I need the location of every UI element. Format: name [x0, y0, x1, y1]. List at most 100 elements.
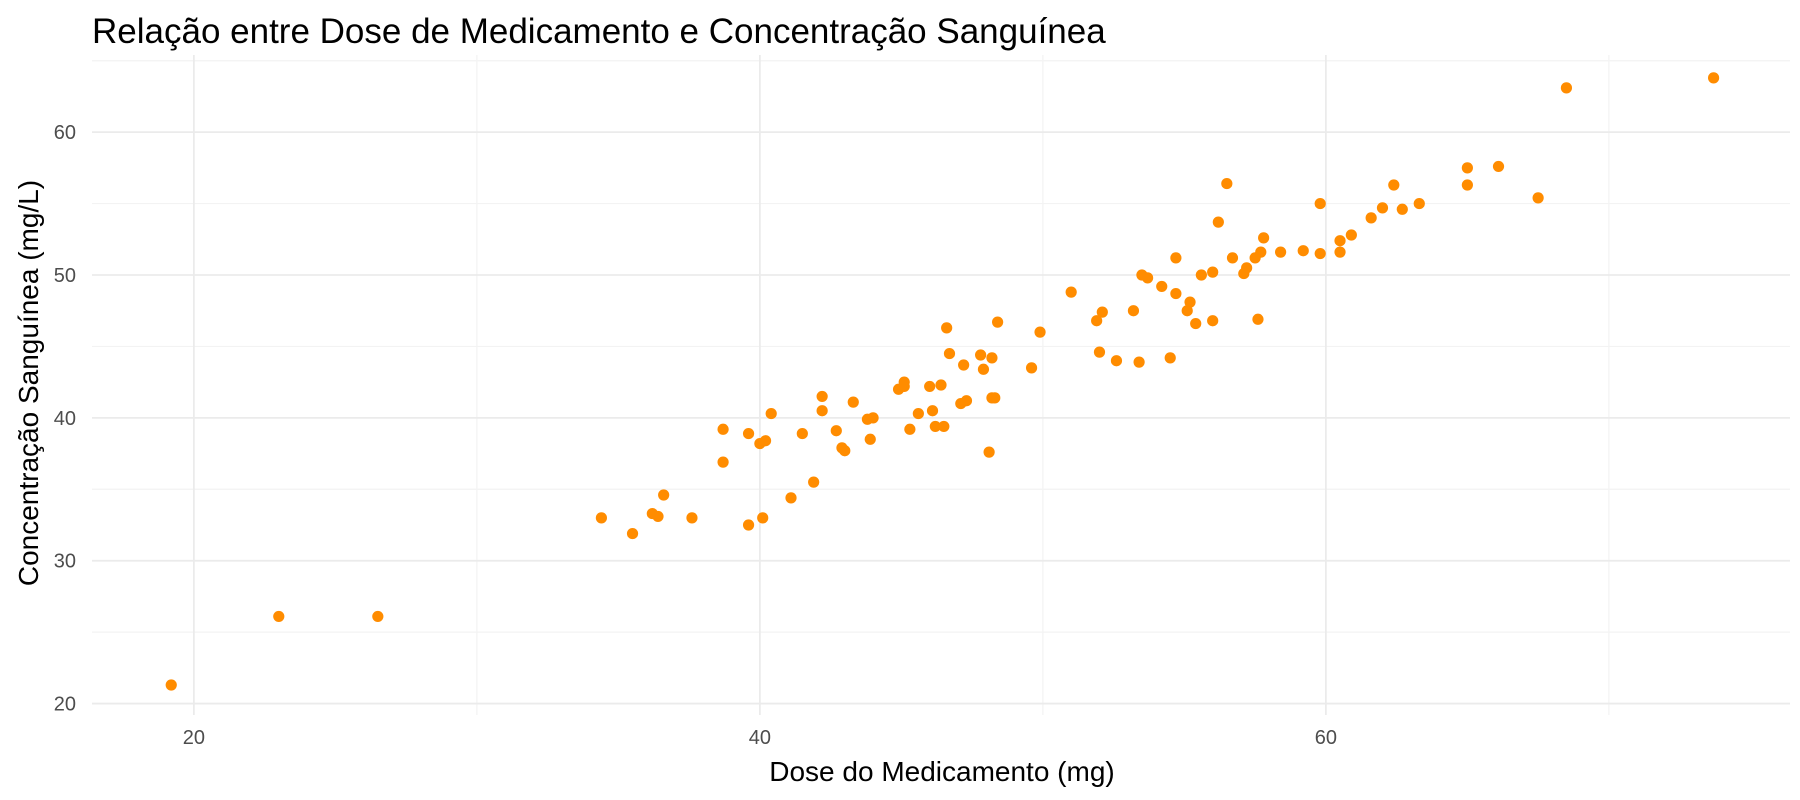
data-point: [652, 510, 664, 523]
data-point: [1314, 197, 1326, 210]
tick-label-layer: 20 40 60 20 30 40 50 60: [54, 122, 1337, 749]
data-point: [273, 610, 285, 623]
data-point: [1207, 315, 1219, 327]
data-point: [1413, 197, 1425, 210]
data-point: [759, 435, 772, 447]
data-point-layer: [165, 72, 1720, 691]
data-point: [904, 423, 916, 435]
data-point: [686, 512, 698, 524]
data-point: [1093, 346, 1106, 358]
data-point: [1190, 317, 1202, 330]
data-point: [1560, 82, 1573, 94]
data-point: [1141, 272, 1154, 284]
data-point: [742, 427, 755, 440]
data-point: [912, 407, 924, 420]
data-point: [1532, 192, 1544, 204]
data-point: [1334, 246, 1346, 258]
data-point: [929, 420, 941, 433]
y-tick-label: 50: [54, 265, 76, 287]
data-point: [958, 359, 970, 371]
x-tick-label: 40: [749, 727, 771, 749]
data-point: [1195, 269, 1207, 281]
data-point: [717, 456, 729, 468]
data-point: [1297, 245, 1309, 257]
data-point: [1212, 216, 1224, 228]
data-point: [658, 489, 670, 501]
data-point: [1255, 246, 1267, 258]
data-point: [938, 420, 950, 433]
data-point: [924, 380, 936, 393]
data-point: [1707, 72, 1720, 84]
data-point: [1181, 305, 1193, 317]
data-point: [1396, 203, 1408, 215]
data-point: [977, 363, 990, 375]
data-point: [986, 352, 998, 364]
data-point: [785, 492, 797, 504]
data-point: [816, 390, 828, 403]
data-point: [941, 322, 953, 334]
data-point: [1164, 352, 1176, 364]
chart-title: Relação entre Dose de Medicamento e Conc…: [92, 12, 1106, 51]
grid-layer: [92, 55, 1790, 715]
data-point: [1034, 326, 1046, 338]
data-point: [1133, 356, 1145, 368]
data-point: [808, 476, 820, 488]
data-point: [943, 347, 956, 360]
data-point: [983, 446, 995, 458]
data-point: [830, 425, 842, 437]
data-point: [935, 379, 947, 391]
y-tick-label: 30: [54, 551, 76, 573]
data-point: [1461, 179, 1473, 191]
data-point: [765, 407, 777, 420]
data-point: [757, 512, 769, 524]
data-point: [839, 445, 851, 457]
data-point: [717, 423, 729, 435]
data-point: [975, 349, 987, 361]
data-point: [1226, 252, 1239, 264]
x-axis-title: Dose do Medicamento (mg): [769, 756, 1114, 787]
y-axis-title: Concentração Sanguínea (mg/L): [13, 180, 44, 586]
data-point: [595, 512, 608, 524]
data-point: [1388, 179, 1400, 191]
data-point: [1376, 202, 1389, 214]
data-point: [1207, 266, 1219, 278]
data-point: [1025, 362, 1038, 374]
data-point: [1461, 162, 1473, 174]
data-point: [165, 679, 177, 691]
data-point: [626, 527, 639, 540]
data-point: [1065, 286, 1077, 298]
data-point: [1252, 313, 1264, 325]
data-point: [867, 412, 879, 424]
data-point: [1096, 306, 1108, 318]
data-point: [926, 405, 939, 417]
data-point: [1221, 177, 1233, 190]
data-point: [372, 610, 384, 623]
y-tick-label: 40: [54, 408, 76, 430]
data-point: [864, 433, 876, 445]
x-tick-label: 20: [183, 727, 205, 749]
data-point: [1275, 246, 1287, 258]
data-point: [1241, 262, 1253, 274]
data-point: [1156, 280, 1168, 293]
data-point: [816, 405, 828, 417]
y-tick-label: 60: [54, 122, 76, 144]
data-point: [1170, 287, 1182, 300]
data-point: [1127, 305, 1140, 317]
x-tick-label: 60: [1315, 727, 1337, 749]
data-point: [1170, 252, 1182, 264]
data-point: [1184, 296, 1196, 308]
data-point: [1365, 212, 1377, 224]
data-point: [1334, 235, 1346, 247]
data-point: [989, 392, 1001, 404]
data-point: [796, 427, 808, 440]
data-point: [960, 395, 973, 407]
y-tick-label: 20: [54, 694, 76, 716]
data-point: [1110, 355, 1123, 367]
data-point: [1492, 160, 1505, 173]
data-point: [1258, 232, 1270, 244]
data-point: [847, 396, 859, 408]
data-point: [1314, 247, 1326, 260]
data-point: [1091, 315, 1103, 327]
